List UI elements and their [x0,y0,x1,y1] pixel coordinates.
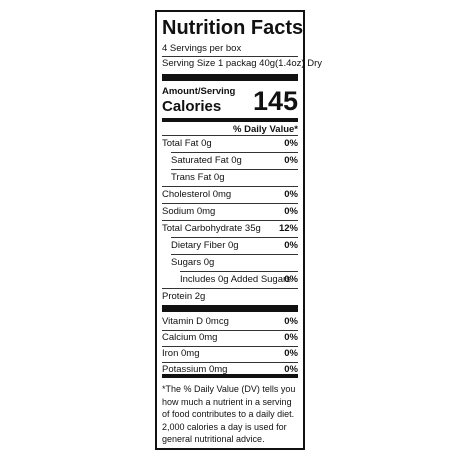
separator [162,330,298,331]
nutrient-dv: 0% [284,206,298,217]
medium-bar [162,374,298,378]
vitamin-label: Calcium 0mg [162,332,218,343]
separator [171,152,298,153]
nutrient-dv: 0% [284,274,298,285]
separator [171,169,298,170]
vitamin-label: Vitamin D 0mcg [162,316,229,327]
nutrient-dv: 12% [278,223,298,234]
nutrient-label: Protein 2g [162,291,206,302]
vitamin-label: Iron 0mg [162,348,200,359]
vitamin-label: Potassium 0mg [162,364,228,375]
footnote-line: *The % Daily Value (DV) tells you [162,384,296,394]
separator [162,288,298,289]
nutrient-dv: 0% [284,240,298,251]
footnote-line: how much a nutrient in a serving [162,396,292,407]
footnote-line: general nutritional advice. [162,434,265,444]
nutrient-dv: 0% [284,189,298,200]
nutrition-label: Nutrition Facts 4 Servings per box Servi… [155,10,322,450]
nutrient-label: Saturated Fat 0g [171,155,242,166]
nutrient-label: Total Fat 0g [162,138,212,149]
separator [162,203,298,204]
thick-bar [162,74,298,81]
separator [162,346,298,347]
calories-value: 145 [252,86,298,116]
footnote-line: 2,000 calories a day is used for [162,421,287,432]
dv-header: % Daily Value* [233,124,298,135]
amount-label: Amount/Serving [162,86,236,97]
nutrient-label: Total Carbohydrate 35g [162,223,261,234]
separator [162,362,298,363]
footnote-line: of food contributes to a daily diet. [162,409,295,419]
separator [162,220,298,221]
separator [162,56,298,57]
separator [162,186,298,187]
vitamin-dv: 0% [284,348,298,359]
nutrient-dv: 0% [284,138,298,149]
vitamin-dv: 0% [284,332,298,343]
separator [171,254,298,255]
separator [171,237,298,238]
thick-bar [162,305,298,312]
medium-bar [162,118,298,122]
nutrient-label: Trans Fat 0g [171,172,225,183]
nutrient-label: Cholesterol 0mg [162,189,232,200]
vitamin-dv: 0% [284,364,298,375]
nutrient-label: Includes 0g Added Sugars [180,274,291,285]
separator [180,271,298,272]
title: Nutrition Facts [162,17,304,39]
nutrient-label: Sugars 0g [171,257,215,268]
servings: 4 Servings per box [162,43,242,54]
calories-label: Calories [162,98,222,115]
nutrient-label: Dietary Fiber 0g [171,240,239,251]
separator [162,135,298,136]
vitamin-dv: 0% [284,316,298,327]
nutrient-dv: 0% [284,155,298,166]
serving-size: Serving Size 1 packag 40g(1.4oz) Dry [162,58,322,69]
nutrient-label: Sodium 0mg [162,206,216,217]
